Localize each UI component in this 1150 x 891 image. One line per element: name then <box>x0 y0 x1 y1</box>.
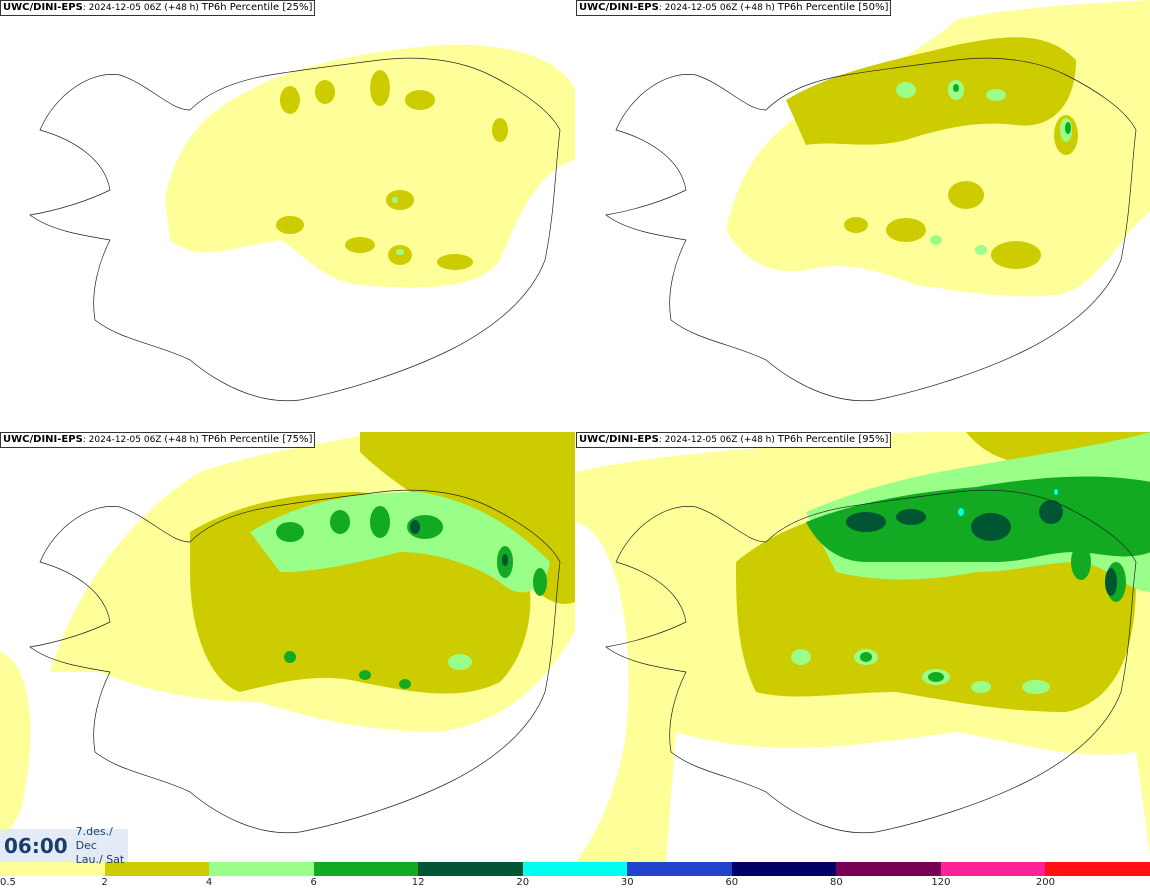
precip-free-area <box>576 522 629 862</box>
precip-level-0.5 <box>165 44 575 288</box>
legend-label: 20 <box>516 877 530 888</box>
run-time: 2024-12-05 06Z (+48 h) <box>664 3 775 13</box>
percentile-label: TP6h Percentile [95%] <box>777 434 889 445</box>
precip-level-6 <box>953 84 1071 134</box>
percentile-label: TP6h Percentile [25%] <box>201 2 313 13</box>
legend-swatch <box>836 862 942 876</box>
precip-map <box>576 432 1150 862</box>
color-legend: 0.5 2 4 6 12 20 30 60 80 120 200 <box>0 862 1150 891</box>
legend-label: 80 <box>829 877 843 888</box>
map-panel-p25: UWC/DINI-EPS: 2024-12-05 06Z (+48 h) TP6… <box>0 0 575 430</box>
precip-map <box>0 432 575 842</box>
iceland-outline <box>605 489 1137 834</box>
legend-swatch <box>104 862 210 876</box>
iceland-outline <box>29 57 561 402</box>
map-panel-p75: UWC/DINI-EPS: 2024-12-05 06Z (+48 h) TP6… <box>0 432 575 862</box>
panel-title: UWC/DINI-EPS: 2024-12-05 06Z (+48 h) TP6… <box>576 432 892 448</box>
model-name: UWC/DINI-EPS <box>579 434 659 445</box>
legend-label: 60 <box>725 877 739 888</box>
precip-level-4 <box>250 492 550 670</box>
legend-label: 6 <box>310 877 317 888</box>
percentile-label: TP6h Percentile [75%] <box>201 434 313 445</box>
iceland-outline <box>29 489 561 834</box>
legend-swatch <box>940 862 1046 876</box>
precip-level-2 <box>786 37 1078 269</box>
precip-level-20 <box>958 489 1058 516</box>
precip-free-area <box>666 732 1150 862</box>
run-time: 2024-12-05 06Z (+48 h) <box>88 3 199 13</box>
precip-map <box>29 44 575 402</box>
legend-swatch <box>313 862 419 876</box>
valid-time-box: 06:00 7.des./ Dec Lau./ Sat <box>0 825 128 866</box>
panel-title: UWC/DINI-EPS: 2024-12-05 06Z (+48 h) TP6… <box>576 0 892 16</box>
precip-map <box>605 0 1150 402</box>
legend-label: 200 <box>1035 877 1055 888</box>
valid-date-block: 7.des./ Dec Lau./ Sat <box>76 825 128 867</box>
legend-swatch <box>418 862 524 876</box>
map-panel-p50: UWC/DINI-EPS: 2024-12-05 06Z (+48 h) TP6… <box>576 0 1150 430</box>
valid-time: 06:00 <box>4 833 68 858</box>
precip-level-12 <box>846 500 1117 596</box>
model-name: UWC/DINI-EPS <box>579 2 659 13</box>
model-name: UWC/DINI-EPS <box>3 434 83 445</box>
run-time: 2024-12-05 06Z (+48 h) <box>664 435 775 445</box>
model-name: UWC/DINI-EPS <box>3 2 83 13</box>
panel-title: UWC/DINI-EPS: 2024-12-05 06Z (+48 h) TP6… <box>0 0 316 16</box>
precip-level-0.5 <box>726 0 1150 297</box>
precip-level-4 <box>392 197 404 255</box>
percentile-label: TP6h Percentile [50%] <box>777 2 889 13</box>
panel-title: UWC/DINI-EPS: 2024-12-05 06Z (+48 h) TP6… <box>0 432 316 448</box>
run-time: 2024-12-05 06Z (+48 h) <box>88 435 199 445</box>
valid-day: Lau./ Sat <box>75 852 125 866</box>
legend-swatch <box>627 862 733 876</box>
legend-swatch <box>522 862 628 876</box>
legend-swatch <box>731 862 837 876</box>
legend-label: 4 <box>205 877 213 888</box>
legend-label: 12 <box>411 877 425 888</box>
map-panel-p95: UWC/DINI-EPS: 2024-12-05 06Z (+48 h) TP6… <box>576 432 1150 862</box>
precip-level-12 <box>410 520 508 566</box>
legend-label: 30 <box>620 877 634 888</box>
valid-date: 7.des./ Dec <box>75 824 113 852</box>
legend-swatch <box>209 862 315 876</box>
legend-label: 120 <box>931 877 951 888</box>
legend-label: 2 <box>101 877 108 888</box>
precip-level-2 <box>276 70 508 270</box>
legend-swatch <box>1045 862 1150 876</box>
legend-label: 0.5 <box>0 877 16 888</box>
iceland-outline <box>605 57 1137 402</box>
legend-swatch <box>0 862 105 876</box>
